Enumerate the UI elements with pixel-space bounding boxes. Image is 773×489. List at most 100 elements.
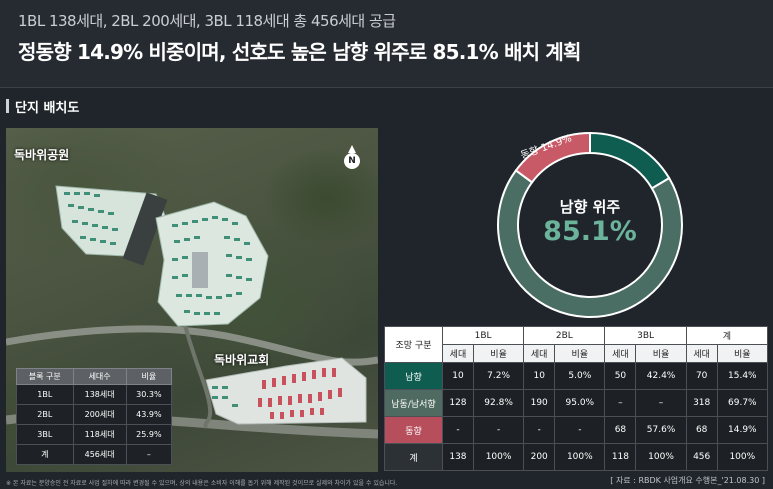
block-summary-table: 블록 구분 세대수 비율 1BL 138세대 30.3% 2BL 200세대 4…	[16, 368, 173, 465]
table-cell: 138세대	[72, 384, 127, 405]
table-subheader: 세대	[604, 344, 637, 363]
table-cell: –	[604, 389, 637, 417]
table-cell: -	[523, 416, 556, 444]
orientation-table: 조망 구분 1BL 2BL 3BL 계 세대 비율 세대 비율 세대 비율 세대…	[384, 326, 769, 471]
footnote: ※ 본 자료는 분양승인 전 자료로 사업 절차에 따라 변경될 수 있으며, …	[6, 480, 398, 487]
table-cell: 10	[523, 362, 556, 390]
table-cell: 2BL	[16, 404, 74, 425]
table-cell: 100%	[635, 443, 687, 471]
community-building	[192, 252, 208, 288]
table-cell: 69.7%	[716, 389, 769, 417]
north-arrow-icon	[348, 145, 356, 153]
source-note: [ 자료 : RBDK 사업개요 수행본_'21.08.30 ]	[610, 476, 765, 485]
table-cell: 95.0%	[554, 389, 606, 417]
table-header: 세대수	[72, 368, 127, 385]
table-cell: -	[442, 416, 474, 444]
table-cell: 7.2%	[472, 362, 525, 390]
table-cell: –	[635, 389, 687, 417]
row-label: 계	[384, 443, 443, 471]
table-row: 1BL 138세대 30.3%	[16, 384, 173, 405]
table-header: 계	[685, 326, 769, 345]
row-label: 남동/남서향	[384, 389, 443, 417]
table-cell: 3BL	[16, 424, 74, 445]
block-2-site	[155, 201, 269, 327]
compass-letter: N	[344, 153, 360, 169]
south-facing-buildings	[64, 192, 252, 407]
table-cell: 10	[442, 362, 474, 390]
table-cell: 190	[523, 389, 556, 417]
table-row: 남향 10 7.2% 10 5.0% 50 42.4% 70 15.4%	[384, 362, 769, 390]
table-cell: 43.9%	[125, 404, 173, 425]
section-marker	[6, 99, 9, 113]
table-row: 계 456세대 –	[16, 444, 173, 465]
table-cell: 30.3%	[125, 384, 173, 405]
park-label: 독바위공원	[14, 148, 70, 162]
table-header: 조망 구분	[384, 326, 443, 363]
table-subheader: 세대	[442, 344, 474, 363]
table-cell: 15.4%	[716, 362, 769, 390]
table-cell: 456세대	[72, 444, 127, 465]
table-header: 비율	[125, 368, 173, 385]
table-cell: 100%	[716, 443, 769, 471]
table-cell: 계	[16, 444, 74, 465]
table-cell: 92.8%	[472, 389, 525, 417]
page-title: 정동향 14.9% 비중이며, 선호도 높은 남향 위주로 85.1% 배치 계…	[18, 40, 581, 64]
page-subtitle: 1BL 138세대, 2BL 200세대, 3BL 118세대 총 456세대 …	[18, 12, 396, 30]
east-facing-buildings	[258, 368, 342, 419]
table-header: 블록 구분	[16, 368, 74, 385]
table-cell: 14.9%	[716, 416, 769, 444]
table-cell: 68	[604, 416, 637, 444]
table-cell: 25.9%	[125, 424, 173, 445]
header: 1BL 138세대, 2BL 200세대, 3BL 118세대 총 456세대 …	[0, 0, 773, 88]
table-cell: 68	[685, 416, 718, 444]
table-subheader: 세대	[523, 344, 556, 363]
table-cell: 118세대	[72, 424, 127, 445]
table-cell: 50	[604, 362, 637, 390]
table-header: 1BL	[441, 326, 525, 345]
row-label: 남향	[384, 362, 443, 390]
table-cell: 57.6%	[635, 416, 687, 444]
church-label: 독바위교회	[214, 353, 270, 367]
table-subheader: 비율	[635, 344, 687, 363]
table-header: 3BL	[604, 326, 687, 345]
table-cell: 5.0%	[554, 362, 606, 390]
divider-strip	[122, 192, 168, 266]
donut-svg	[497, 131, 683, 318]
table-row: 동향 - - - - 68 57.6% 68 14.9%	[384, 416, 769, 444]
table-cell: –	[125, 444, 173, 465]
site-plan-map: 독바위공원 독바위교회 N 블록 구분 세대수 비율 1BL 138세대 30.…	[6, 128, 378, 472]
orientation-donut-chart: 남향 위주 85.1%	[495, 130, 685, 320]
table-subheader: 세대	[685, 344, 718, 363]
north-compass-icon: N	[344, 145, 362, 169]
section-title: 단지 배치도	[15, 100, 80, 116]
table-subheader: 비율	[716, 344, 769, 363]
table-cell: 42.4%	[635, 362, 687, 390]
donut-slice-south	[497, 169, 683, 318]
table-cell: -	[472, 416, 525, 444]
section-label: 단지 배치도	[6, 97, 80, 116]
table-header: 2BL	[523, 326, 606, 345]
table-subheader: 비율	[472, 344, 525, 363]
table-subheader: 비율	[554, 344, 606, 363]
table-cell: 200	[523, 443, 556, 471]
table-cell: -	[554, 416, 606, 444]
table-cell: 128	[442, 389, 474, 417]
table-row: 계 138 100% 200 100% 118 100% 456 100%	[384, 443, 769, 471]
row-label: 동향	[384, 416, 443, 444]
table-cell: 138	[442, 443, 474, 471]
donut-center-label: 남향 위주	[559, 198, 621, 216]
table-cell: 200세대	[72, 404, 127, 425]
donut-slice-south-accent	[589, 131, 671, 190]
table-cell: 318	[685, 389, 718, 417]
table-row: 2BL 200세대 43.9%	[16, 404, 173, 425]
table-cell: 100%	[554, 443, 606, 471]
donut-center-value: 85.1%	[543, 216, 637, 247]
donut-slice-east	[514, 131, 591, 184]
table-cell: 118	[604, 443, 637, 471]
table-cell: 70	[685, 362, 718, 390]
table-row: 남동/남서향 128 92.8% 190 95.0% – – 318 69.7%	[384, 389, 769, 417]
table-cell: 100%	[472, 443, 525, 471]
table-row: 3BL 118세대 25.9%	[16, 424, 173, 445]
table-cell: 1BL	[16, 384, 74, 405]
table-cell: 456	[685, 443, 718, 471]
